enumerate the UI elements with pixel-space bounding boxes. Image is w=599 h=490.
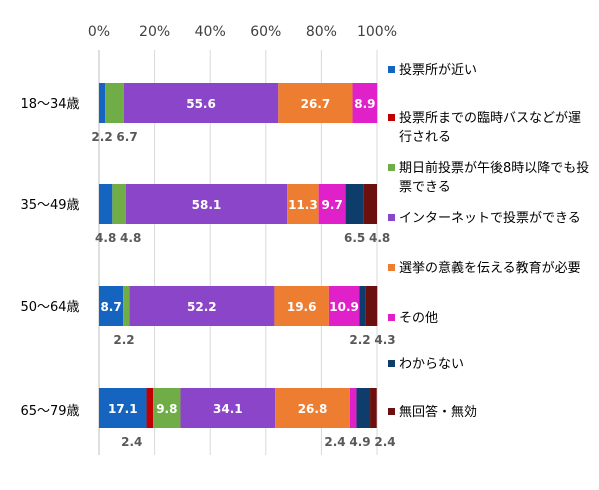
data-label: 2.2 — [349, 333, 370, 347]
bar-segment — [318, 184, 346, 224]
legend-swatch — [388, 314, 395, 321]
bar-segment — [328, 286, 360, 326]
legend-label: 票できる — [399, 180, 451, 195]
bar-segment — [359, 286, 366, 326]
data-label: 2.4 — [324, 435, 345, 449]
legend-label: インターネットで投票ができる — [399, 210, 581, 226]
data-label: 19.6 — [287, 300, 317, 314]
data-label: 2.2 — [113, 333, 134, 347]
data-label: 8.7 — [100, 300, 121, 314]
category-label: 35～49歳 — [20, 198, 79, 213]
bar-segment — [129, 286, 275, 326]
bar-segment — [287, 184, 319, 224]
x-tick-label: 20% — [139, 24, 170, 40]
bar-segment — [274, 286, 329, 326]
data-label: 2.4 — [121, 435, 142, 449]
data-label: 2.4 — [374, 435, 395, 449]
data-label: 11.3 — [288, 198, 318, 212]
x-tick-label: 0% — [88, 24, 110, 40]
bar-segment — [99, 83, 106, 123]
category-label: 18～34歳 — [20, 97, 79, 112]
x-tick-label: 100% — [357, 24, 397, 40]
bar-segment — [112, 184, 126, 224]
data-label: 2.2 — [91, 130, 112, 144]
bar-segment — [105, 83, 124, 123]
bar-segment — [123, 83, 279, 123]
bar-segment — [345, 184, 364, 224]
data-label: 6.7 — [116, 130, 137, 144]
data-label: 26.7 — [301, 97, 331, 111]
bar-segment — [275, 388, 350, 428]
bar-segment — [349, 388, 357, 428]
bar-segment — [278, 83, 353, 123]
bar-segment — [99, 388, 147, 428]
x-tick-label: 40% — [195, 24, 226, 40]
bar-segment — [153, 388, 181, 428]
data-label: 58.1 — [192, 198, 222, 212]
legend-swatch — [388, 214, 395, 221]
data-label: 4.8 — [95, 231, 116, 245]
category-label: 50～64歳 — [20, 300, 79, 315]
legend-swatch — [388, 408, 395, 415]
data-label: 52.2 — [187, 300, 217, 314]
bar-segment — [370, 388, 377, 428]
data-label: 17.1 — [108, 402, 138, 416]
data-label: 34.1 — [213, 402, 243, 416]
legend-label: わからない — [399, 357, 464, 372]
category-label: 65～79歳 — [20, 404, 79, 419]
legend-label: 選挙の意義を伝える教育が必要 — [399, 260, 581, 276]
legend-label: 投票所が近い — [399, 62, 477, 78]
data-label: 10.9 — [329, 300, 359, 314]
data-label: 55.6 — [186, 97, 216, 111]
legend-label: 行される — [399, 130, 451, 145]
bar-segment — [99, 184, 113, 224]
data-label: 4.9 — [349, 435, 370, 449]
x-tick-label: 80% — [306, 24, 337, 40]
legend-label: 無回答・無効 — [399, 404, 477, 420]
data-label: 4.8 — [369, 231, 390, 245]
bar-segment — [123, 286, 130, 326]
bar-segment — [356, 388, 371, 428]
bar-segment — [363, 184, 377, 224]
legend-swatch — [388, 66, 395, 73]
data-label: 8.9 — [354, 97, 375, 111]
legend-swatch — [388, 264, 395, 271]
data-label: 4.8 — [120, 231, 141, 245]
legend-swatch — [388, 114, 395, 121]
legend-label: 期日前投票が午後8時以降でも投 — [399, 160, 589, 176]
bar-segment — [365, 286, 378, 326]
data-label: 4.3 — [374, 333, 395, 347]
data-label: 9.8 — [156, 402, 177, 416]
legend-swatch — [388, 164, 395, 171]
data-label: 6.5 — [344, 231, 365, 245]
x-tick-label: 60% — [250, 24, 281, 40]
legend-swatch — [388, 360, 395, 367]
data-label: 26.8 — [298, 402, 328, 416]
data-label: 9.7 — [321, 198, 342, 212]
bar-segment — [146, 388, 154, 428]
bar-segment — [352, 83, 378, 123]
bar-segment — [180, 388, 276, 428]
legend-label: その他 — [399, 311, 438, 326]
bar-segment — [99, 286, 124, 326]
bar-segment — [125, 184, 288, 224]
legend-label: 投票所までの臨時バスなどが運 — [399, 110, 581, 126]
